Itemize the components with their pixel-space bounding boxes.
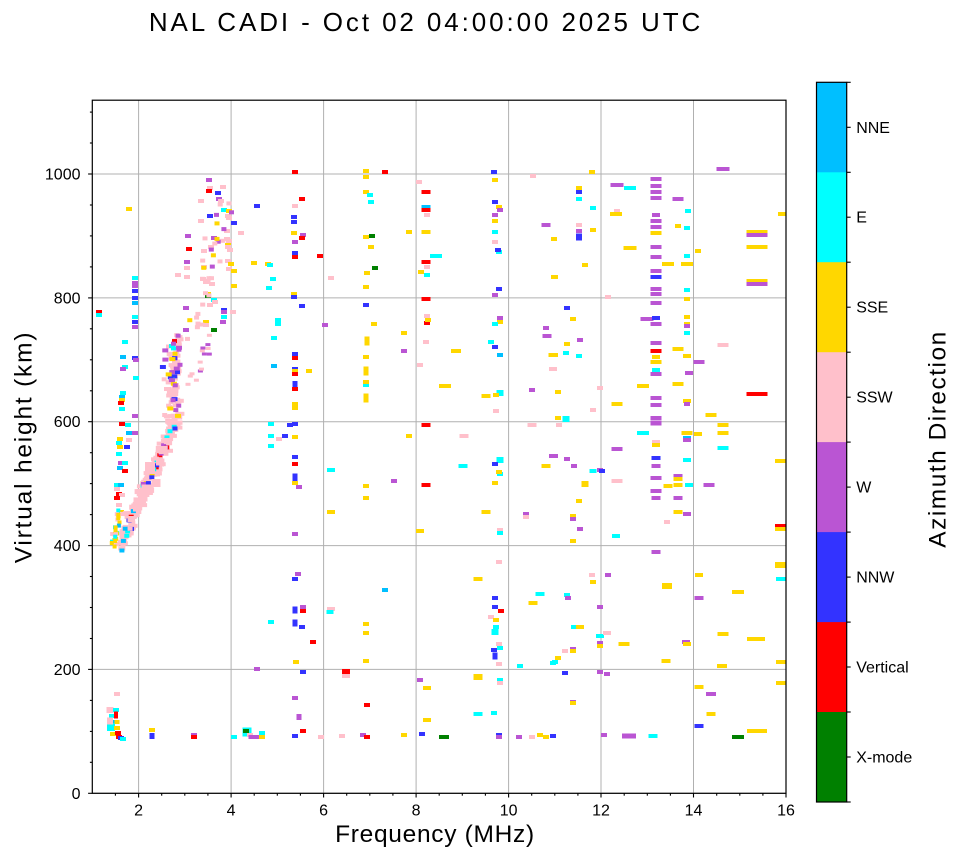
svg-text:SSE: SSE	[856, 300, 888, 317]
svg-text:400: 400	[54, 538, 81, 555]
svg-text:Vertical: Vertical	[856, 660, 908, 677]
svg-text:Virtual height (km): Virtual height (km)	[11, 331, 38, 564]
svg-text:4: 4	[227, 803, 236, 820]
svg-text:10: 10	[500, 803, 518, 820]
svg-text:6: 6	[319, 803, 328, 820]
svg-text:Frequency (MHz): Frequency (MHz)	[335, 821, 535, 848]
svg-text:X-mode: X-mode	[856, 750, 912, 767]
svg-text:W: W	[856, 480, 872, 497]
svg-text:800: 800	[54, 290, 81, 307]
svg-text:E: E	[856, 210, 867, 227]
svg-text:600: 600	[54, 414, 81, 431]
svg-text:200: 200	[54, 662, 81, 679]
svg-text:8: 8	[412, 803, 421, 820]
svg-text:14: 14	[685, 803, 703, 820]
svg-text:2: 2	[134, 803, 143, 820]
svg-text:NAL CADI - Oct 02 04:00:00 202: NAL CADI - Oct 02 04:00:00 2025 UTC	[149, 7, 703, 37]
svg-text:0: 0	[72, 786, 81, 803]
svg-text:NNW: NNW	[856, 570, 895, 587]
svg-text:12: 12	[592, 803, 610, 820]
svg-text:NNE: NNE	[856, 120, 890, 137]
svg-text:SSW: SSW	[856, 390, 893, 407]
svg-text:Azimuth Direction: Azimuth Direction	[924, 330, 951, 547]
svg-text:1000: 1000	[45, 167, 81, 184]
svg-text:16: 16	[777, 803, 795, 820]
